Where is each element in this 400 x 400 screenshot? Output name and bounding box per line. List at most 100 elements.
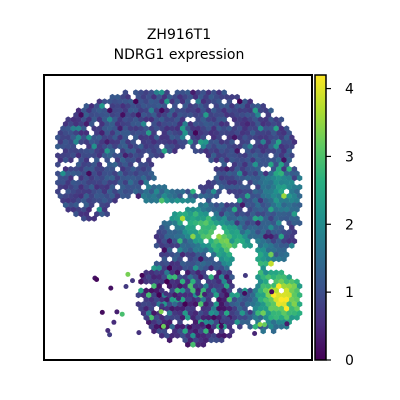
spot-724 [268, 179, 274, 186]
spot-1081 [221, 233, 227, 240]
spot-703 [96, 179, 103, 186]
spot-1441 [276, 301, 282, 308]
spot-1460 [221, 305, 227, 312]
spot-200 [205, 116, 212, 123]
spot-719 [237, 179, 243, 186]
spot-11 [190, 89, 196, 96]
spot-742 [130, 184, 136, 191]
spot-1138 [257, 242, 264, 249]
spot-1589 [192, 328, 199, 335]
spot-1034 [237, 224, 243, 231]
spot-1226 [198, 265, 204, 272]
spot-596 [68, 166, 74, 173]
spot-1543 [208, 319, 214, 326]
spot-113 [143, 107, 149, 114]
spot-1255 [156, 274, 162, 281]
spot-178 [81, 116, 87, 123]
spot-822 [125, 193, 131, 200]
spot-1171 [200, 251, 207, 258]
spot-967 [286, 211, 292, 218]
spot-1284 [174, 278, 181, 285]
spot-1021 [296, 220, 303, 227]
spot-1048 [177, 229, 183, 236]
spot-827 [156, 193, 162, 200]
spot-1409 [273, 296, 279, 303]
spot-247 [250, 120, 256, 128]
spot-220 [99, 120, 105, 128]
spot-1040 [268, 224, 274, 231]
spot-358 [159, 134, 165, 141]
spot-1130 [205, 242, 212, 249]
spot-174 [265, 111, 272, 119]
spot-1112 [255, 238, 261, 245]
spot-1371 [229, 292, 235, 299]
scatter-points [55, 89, 303, 348]
spot-850 [296, 193, 303, 200]
spot-1137 [247, 242, 253, 249]
spot-1315 [229, 283, 235, 290]
spot-1310 [203, 283, 209, 290]
spot-495 [244, 147, 251, 155]
spot-855 [81, 197, 87, 204]
spot-197 [179, 116, 186, 123]
spot-1648 [199, 321, 205, 327]
spot-1296 [273, 278, 279, 285]
spot-825 [146, 193, 152, 200]
spot-1623 [200, 341, 207, 348]
spot-1234 [148, 269, 155, 276]
spot-1490 [229, 310, 235, 317]
spot-1075 [185, 233, 191, 240]
spot-854 [75, 197, 82, 204]
spot-1301 [151, 283, 157, 290]
spot-665 [88, 175, 95, 182]
spot-842 [255, 193, 261, 200]
spot-1198 [281, 256, 287, 263]
spot-1192 [229, 256, 235, 263]
spot-14 [205, 89, 212, 96]
spot-1549 [239, 319, 246, 326]
spot-1035 [242, 224, 248, 231]
spot-283 [221, 125, 227, 132]
spot-1121 [159, 242, 165, 249]
spot-1131 [211, 242, 217, 249]
spot-1091 [273, 233, 279, 240]
spot-717 [226, 179, 233, 186]
spot-766 [55, 188, 61, 195]
spot-1001 [187, 220, 194, 227]
spot-284 [226, 125, 233, 132]
spot-707 [117, 179, 123, 186]
spot-1330 [169, 287, 175, 294]
spot-597 [73, 166, 79, 173]
spot-544 [83, 157, 90, 164]
spot-866 [164, 197, 170, 204]
spot-957 [234, 211, 240, 218]
spot-23 [140, 93, 147, 101]
spot-700 [81, 179, 87, 186]
spot-961 [255, 211, 261, 218]
spot-1492 [239, 310, 246, 317]
spot-753 [229, 184, 235, 191]
spot-1106 [218, 238, 225, 245]
spot-51 [143, 98, 149, 105]
spot-1177 [263, 251, 269, 258]
spot-776 [112, 188, 118, 195]
spot-725 [273, 179, 279, 186]
spot-300 [78, 129, 84, 137]
spot-1440 [270, 301, 277, 308]
spot-85 [182, 102, 188, 110]
spot-322 [203, 129, 209, 137]
spot-470 [88, 147, 95, 155]
spot-280 [205, 125, 212, 132]
spot-941 [78, 211, 84, 218]
spot-207 [247, 116, 253, 123]
spot-530 [237, 152, 243, 159]
spot-289 [252, 125, 259, 132]
spot-744 [146, 184, 152, 191]
spot-103 [91, 107, 97, 114]
spot-980 [211, 215, 217, 222]
spot-949 [187, 211, 194, 218]
spot-758 [260, 184, 266, 191]
spot-1502 [291, 310, 298, 317]
spot-237 [192, 120, 199, 128]
spot-528 [226, 152, 233, 159]
